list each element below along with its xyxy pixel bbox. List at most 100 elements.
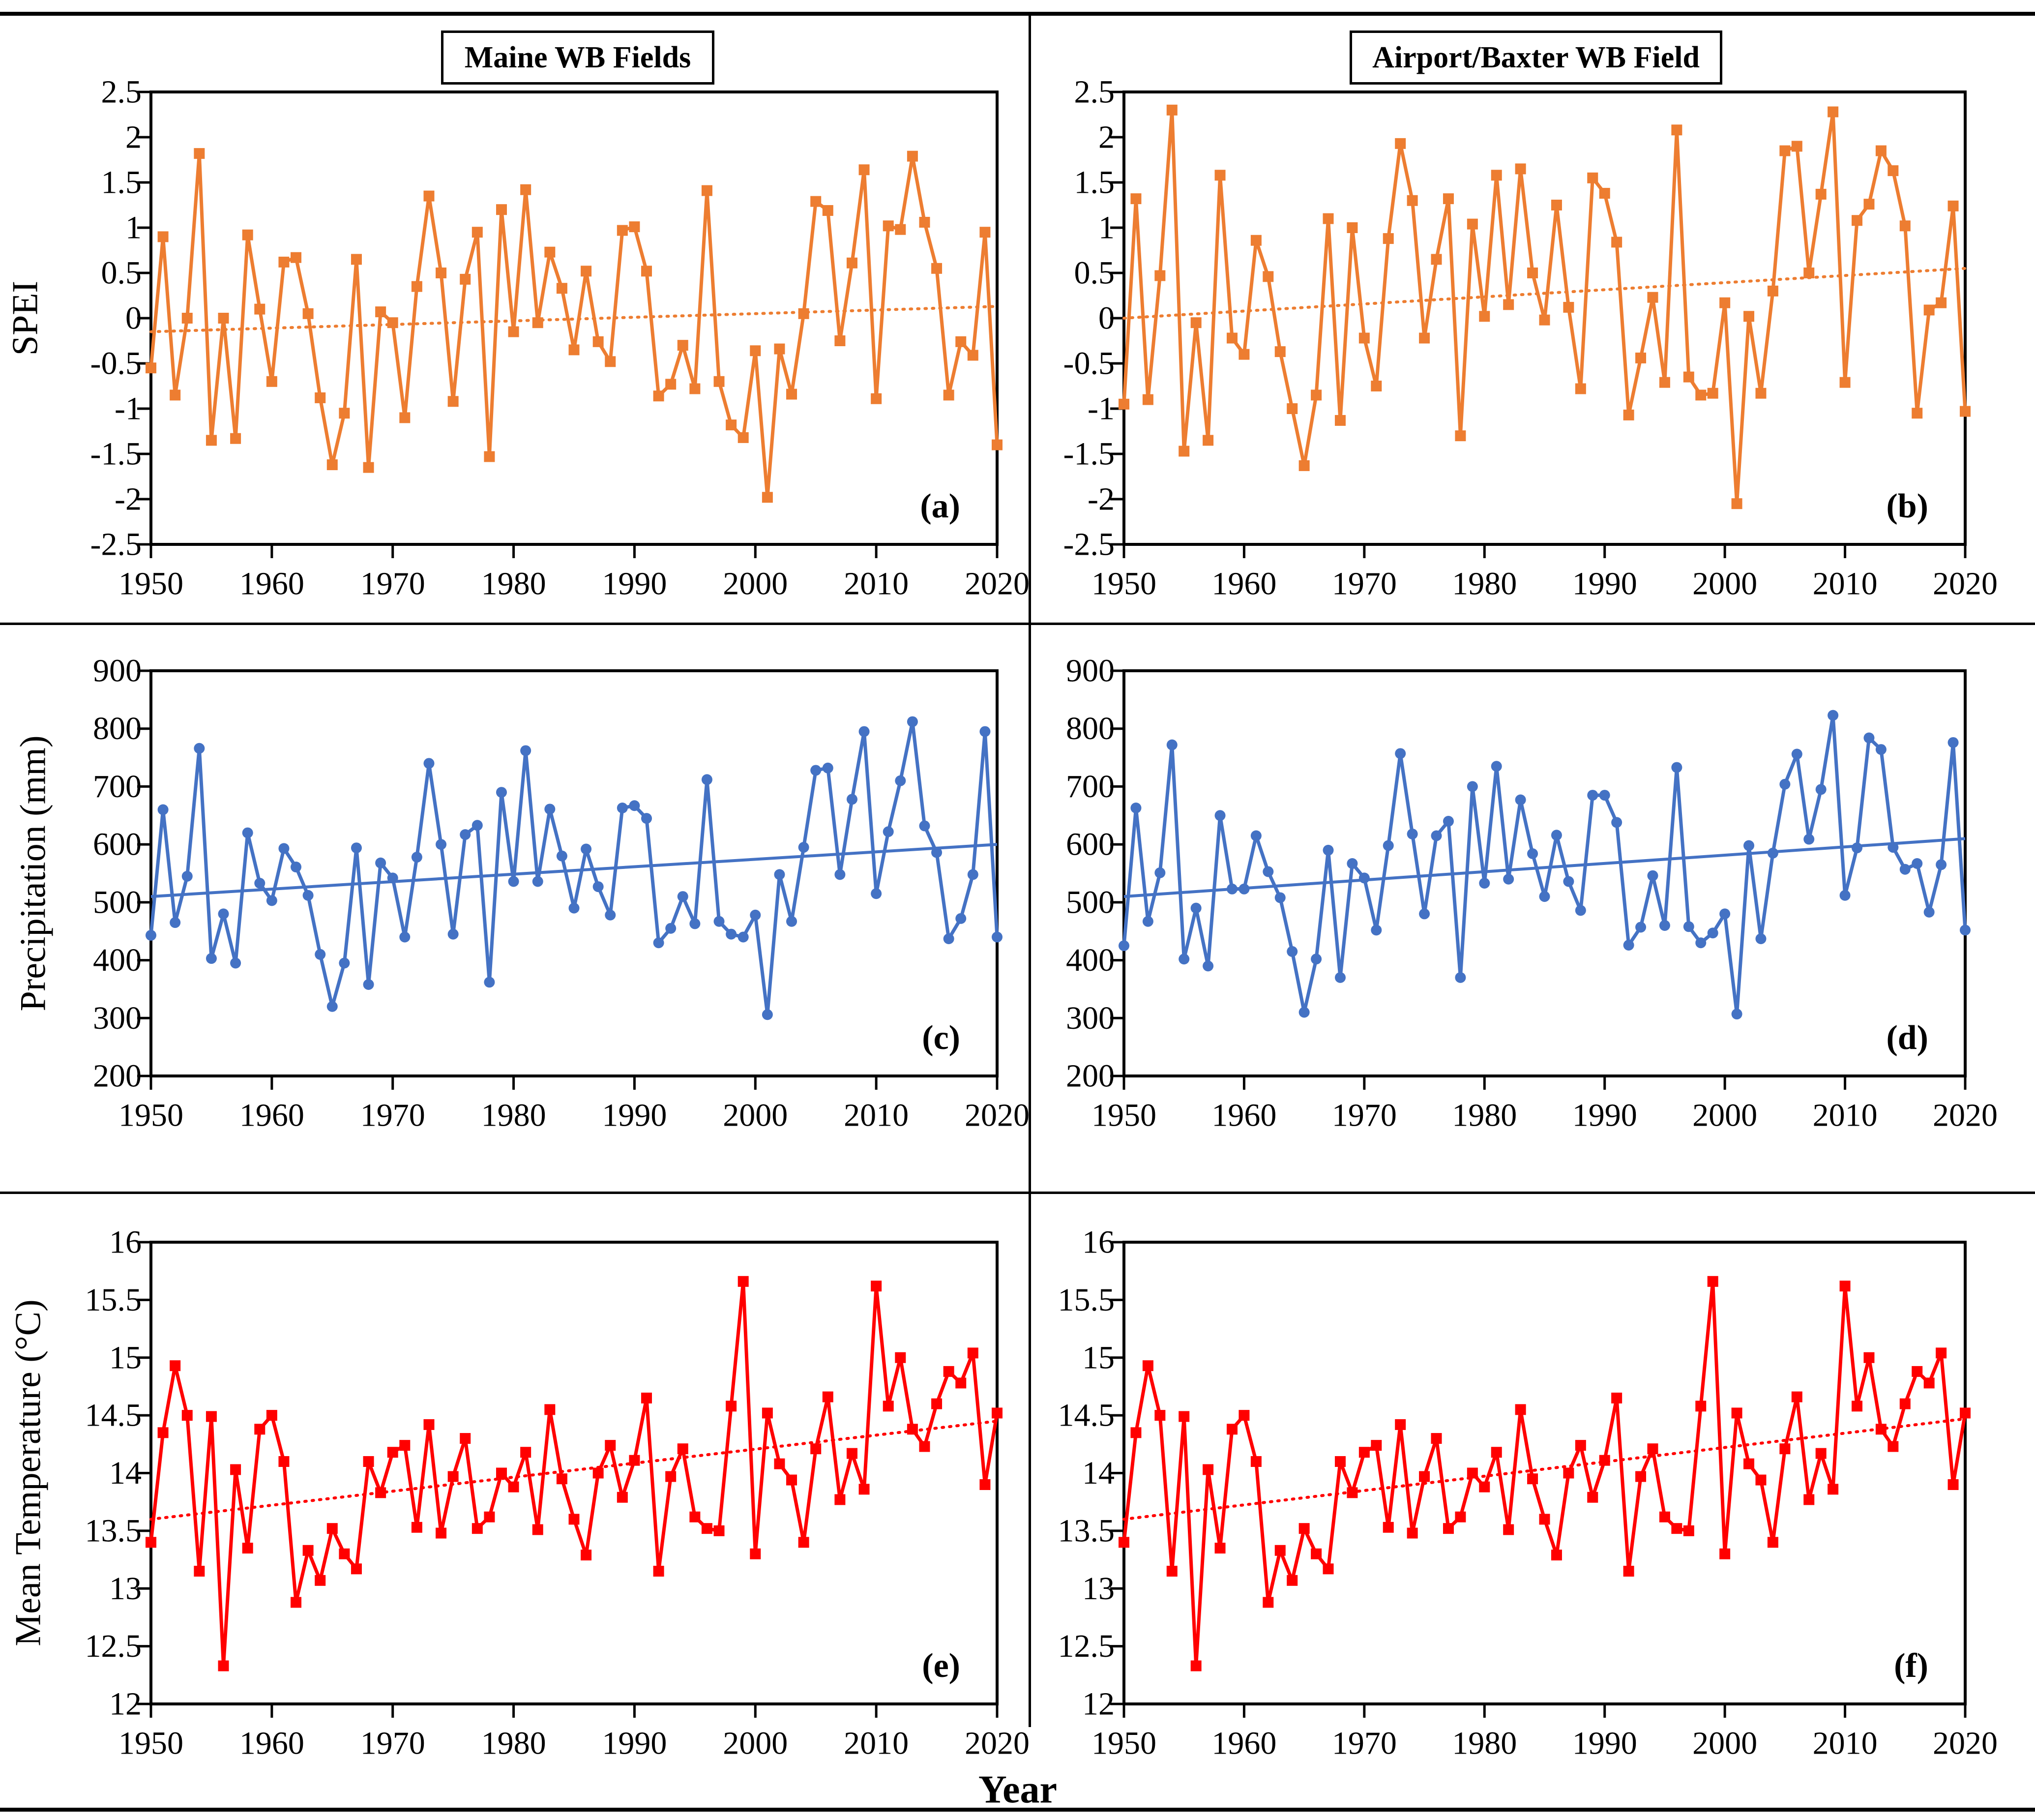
data-point [1936, 1347, 1947, 1359]
data-point [1647, 870, 1658, 881]
data-point [1383, 840, 1394, 851]
data-point [1599, 1455, 1610, 1466]
data-point [1371, 1440, 1382, 1451]
data-point [1671, 1523, 1682, 1534]
y-tick-label: 500 [1066, 884, 1115, 920]
left-column-title-box: Maine WB Fields [441, 30, 714, 85]
plot-border-f [1122, 1241, 1967, 1705]
data-point [871, 888, 882, 899]
data-point [1250, 235, 1262, 246]
x-tick-label: 1990 [602, 1098, 667, 1134]
data-point [943, 933, 954, 945]
data-point [641, 1392, 652, 1403]
data-point [1119, 1537, 1129, 1548]
data-point [1779, 778, 1791, 790]
data-point [1154, 270, 1166, 281]
data-point [1263, 1597, 1274, 1608]
data-point [858, 726, 870, 737]
data-point [206, 1411, 217, 1422]
x-tick-label: 1980 [1452, 566, 1517, 602]
data-point [1743, 1458, 1755, 1469]
data-point [1443, 1523, 1454, 1534]
data-point [1635, 922, 1647, 933]
data-point [315, 392, 326, 403]
y-tick-label: 900 [1066, 653, 1115, 689]
data-point [1731, 498, 1742, 509]
y-tick-label: -0.5 [1063, 346, 1115, 382]
data-point [508, 876, 519, 887]
data-point [592, 336, 604, 347]
data-point [146, 1537, 156, 1548]
data-point [1587, 790, 1598, 801]
data-point [1407, 1527, 1418, 1539]
data-point [1298, 1523, 1310, 1534]
x-tick-label: 1980 [1452, 1726, 1517, 1761]
data-point [1179, 446, 1190, 457]
data-point [1551, 200, 1562, 210]
data-point [907, 1424, 918, 1435]
data-point [1347, 858, 1358, 869]
data-point [1358, 1447, 1370, 1458]
data-point [726, 419, 737, 431]
data-point [1323, 844, 1334, 856]
data-point [1431, 254, 1442, 265]
data-point [1875, 145, 1887, 156]
data-point [713, 916, 725, 927]
data-point [955, 336, 967, 347]
data-point [871, 1281, 882, 1292]
data-point [846, 257, 857, 269]
panel-f: 16 15.5 15 14.5 14 13.5 13 12.5 12 1950 1960 1970 19… [1058, 1224, 1998, 1761]
data-point [460, 829, 471, 840]
data-point [1828, 106, 1839, 118]
data-point [750, 1548, 761, 1559]
data-point [544, 1404, 556, 1415]
data-point [1455, 430, 1466, 442]
data-point [1767, 285, 1778, 297]
row-divider-2 [0, 1192, 2035, 1194]
data-point [278, 1456, 290, 1467]
data-point [291, 252, 302, 263]
data-point [798, 1537, 809, 1548]
data-point [1575, 383, 1586, 394]
x-tick-label: 1980 [481, 566, 546, 602]
y-tick-label: 400 [93, 942, 142, 978]
x-tick-label: 2000 [1692, 1098, 1757, 1134]
data-point [943, 1366, 954, 1377]
data-point [895, 775, 906, 786]
data-point [447, 1471, 459, 1482]
data-point [170, 917, 181, 928]
data-point [1875, 744, 1887, 755]
data-point [1274, 892, 1286, 903]
data-point [1311, 954, 1322, 965]
y-tick-label: 15 [1082, 1340, 1115, 1375]
data-point [641, 813, 652, 824]
data-point [822, 762, 833, 774]
data-point [1503, 1524, 1514, 1535]
data-point [230, 957, 241, 969]
x-tick-label: 1990 [602, 1726, 667, 1761]
data-point [302, 890, 314, 901]
data-point [883, 220, 894, 232]
data-point [750, 909, 761, 921]
data-point [472, 820, 483, 831]
y-tick-label: 13 [109, 1571, 142, 1607]
data-point [581, 266, 592, 277]
data-point [1683, 921, 1694, 932]
data-point [1479, 311, 1490, 322]
y-tick-label: 600 [1066, 827, 1115, 863]
data-point [665, 923, 677, 934]
data-point [436, 839, 447, 850]
data-point [1852, 1401, 1863, 1412]
x-tick-label: 1950 [118, 1726, 183, 1761]
data-point [762, 492, 773, 503]
data-point [1936, 297, 1947, 308]
x-tick-label: 2020 [1933, 566, 1998, 602]
data-point [617, 802, 628, 813]
plot-border-d [1122, 669, 1967, 1077]
y-tick-label: 0 [1098, 300, 1115, 336]
data-point [919, 1441, 930, 1452]
data-point [1828, 710, 1839, 721]
data-point [1863, 732, 1875, 744]
data-point [1323, 213, 1334, 224]
data-point [436, 1527, 447, 1539]
